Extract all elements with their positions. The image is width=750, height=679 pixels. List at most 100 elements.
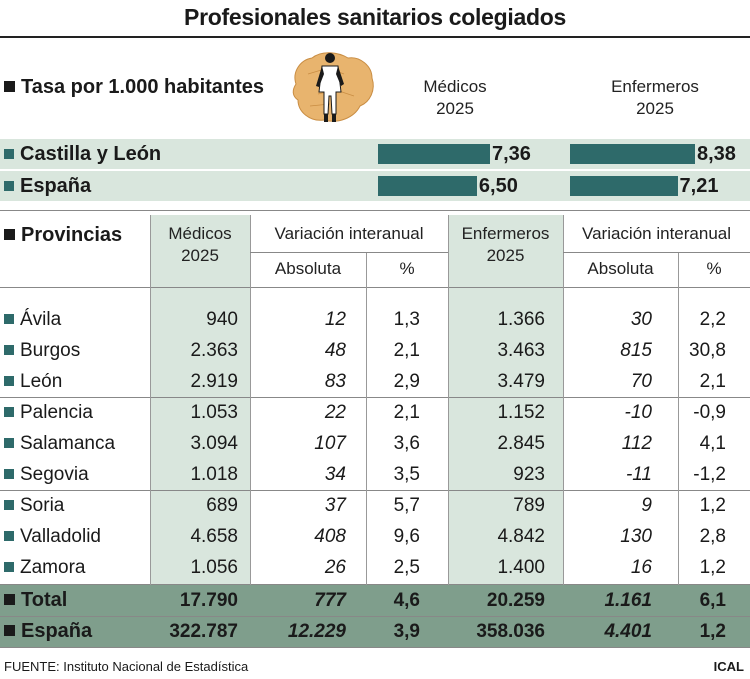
- cell-enf-abs: -11: [625, 464, 652, 485]
- cell-med-pct: 5,7: [393, 495, 420, 516]
- shade-enfermeros-column: [448, 215, 563, 585]
- table-rule: [0, 287, 750, 288]
- row-label: Ávila: [4, 304, 61, 335]
- cell-med-abs: 107: [314, 433, 346, 454]
- rate-row-label: España: [4, 171, 91, 201]
- table-row: Zamora 1.056 26 2,5 1.400 16 1,2: [0, 552, 750, 583]
- row-label: León: [4, 366, 62, 397]
- bullet-square-icon: [4, 376, 14, 386]
- row-label: Total: [4, 585, 67, 616]
- cell-med: 322.787: [169, 621, 238, 642]
- cell-enf-pct: 30,8: [689, 340, 726, 361]
- cell-enf: 1.152: [497, 402, 545, 423]
- table-rule: [0, 647, 750, 648]
- rate-col-enfermeros: Enfermeros 2025: [590, 76, 720, 120]
- cell-med: 940: [206, 309, 238, 330]
- header-variacion-enfermeros: Variación interanual: [582, 224, 731, 243]
- row-label: Salamanca: [4, 428, 115, 459]
- cell-enf-abs: 9: [641, 495, 652, 516]
- rate-row-label: Castilla y León: [4, 139, 161, 169]
- row-name: León: [20, 371, 63, 392]
- shade-medicos-column: [150, 215, 250, 585]
- cell-enf-abs: 112: [621, 433, 652, 454]
- page-title: Profesionales sanitarios colegiados: [184, 4, 566, 30]
- cell-med-abs: 22: [324, 402, 346, 423]
- bullet-square-icon: [4, 469, 14, 479]
- row-name: Salamanca: [20, 433, 116, 454]
- column-separator: [563, 215, 564, 585]
- bar-medicos-1: [378, 176, 477, 196]
- table-row: Soria 689 37 5,7 789 9 1,2: [0, 490, 750, 521]
- cell-enf-pct: 6,1: [699, 590, 726, 611]
- row-name: Total: [21, 589, 68, 611]
- bullet-square-icon: [4, 500, 14, 510]
- rate-col-enfermeros-line1: Enfermeros: [611, 77, 699, 96]
- cell-enf: 1.400: [497, 557, 545, 578]
- row-label: España: [4, 616, 92, 647]
- column-separator: [448, 215, 449, 585]
- cell-enf-pct: -1,2: [693, 464, 726, 485]
- cell-med: 1.056: [190, 557, 238, 578]
- cell-med-pct: 3,6: [393, 433, 420, 454]
- bullet-square-icon: [4, 229, 15, 240]
- cell-med-abs: 408: [314, 526, 346, 547]
- header-pct-medicos: %: [399, 259, 415, 278]
- header-enfermeros-line2: 2025: [486, 246, 525, 265]
- header-medicos: Médicos 2025: [150, 223, 250, 267]
- cell-med-pct: 2,1: [393, 402, 420, 423]
- cell-enf-pct: 1,2: [699, 495, 726, 516]
- cell-med-abs: 48: [324, 340, 346, 361]
- cell-enf: 2.845: [497, 433, 545, 454]
- bullet-square-icon: [4, 531, 14, 541]
- rate-col-medicos-line1: Médicos: [423, 77, 487, 96]
- bar-value-label: 7,21: [679, 175, 719, 197]
- header-enfermeros: Enfermeros 2025: [448, 223, 563, 267]
- subheader-rule: [250, 252, 448, 253]
- row-label: Valladolid: [4, 521, 101, 552]
- cell-enf-abs: 4.401: [604, 621, 652, 642]
- cell-med-abs: 12.229: [287, 621, 346, 642]
- total-row: Total 17.790 777 4,6 20.259 1.161 6,1: [0, 585, 750, 616]
- table-row: León 2.919 83 2,9 3.479 70 2,1: [0, 366, 750, 397]
- rate-heading-label: Tasa por 1.000 habitantes: [21, 76, 265, 98]
- cell-enf-abs: 70: [630, 371, 652, 392]
- row-label: Burgos: [4, 335, 80, 366]
- row-label: Palencia: [4, 397, 93, 428]
- table-heading-label: Provincias: [21, 224, 123, 246]
- bullet-square-icon: [4, 181, 14, 191]
- cell-med-pct: 2,1: [393, 340, 420, 361]
- cell-med-pct: 1,3: [393, 309, 420, 330]
- cell-med-abs: 777: [314, 590, 346, 611]
- row-name: Zamora: [20, 557, 86, 578]
- cell-med: 3.094: [190, 433, 238, 454]
- category-label: España: [20, 175, 92, 197]
- bullet-square-icon: [4, 438, 14, 448]
- title-rule: [0, 36, 750, 38]
- bullet-square-icon: [4, 314, 14, 324]
- rate-heading: Tasa por 1.000 habitantes: [4, 76, 264, 99]
- cell-enf: 4.842: [497, 526, 545, 547]
- cell-enf: 20.259: [486, 590, 545, 611]
- row-name: Palencia: [20, 402, 93, 423]
- table-row: Salamanca 3.094 107 3,6 2.845 112 4,1: [0, 428, 750, 459]
- header-absoluta-enfermeros: Absoluta: [587, 259, 654, 278]
- bullet-square-icon: [4, 562, 14, 572]
- table-rule: [0, 397, 750, 398]
- table-rule: [0, 616, 750, 617]
- row-name: Segovia: [20, 464, 89, 485]
- category-label: Castilla y León: [20, 143, 162, 165]
- bullet-square-icon: [4, 81, 15, 92]
- cell-enf-abs: 130: [620, 526, 652, 547]
- bullet-square-icon: [4, 407, 14, 417]
- cell-enf: 358.036: [476, 621, 545, 642]
- header-variacion-medicos: Variación interanual: [274, 224, 424, 243]
- bar-value-label: 6,50: [478, 175, 518, 197]
- bar-medicos-0: [378, 144, 490, 164]
- cell-med-abs: 37: [324, 495, 346, 516]
- cell-med: 2.363: [190, 340, 238, 361]
- cell-med-pct: 3,5: [393, 464, 420, 485]
- cell-enf-pct: 2,1: [699, 371, 726, 392]
- row-name: Valladolid: [20, 526, 101, 547]
- row-name: Soria: [20, 495, 65, 516]
